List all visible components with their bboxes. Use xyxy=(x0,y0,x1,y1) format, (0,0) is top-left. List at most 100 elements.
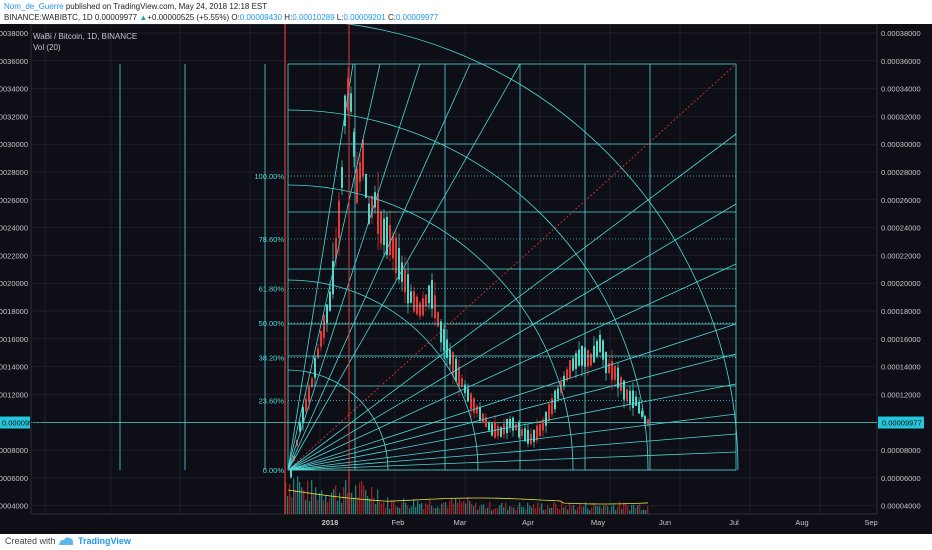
candle-body xyxy=(470,393,472,410)
volume-bar xyxy=(603,505,605,514)
volume-bar xyxy=(327,502,329,514)
volume-bar xyxy=(349,493,351,514)
volume-bar xyxy=(467,496,469,514)
volume-bar xyxy=(457,502,459,514)
volume-bar xyxy=(563,507,565,514)
current-price-label-left: 0.00009977 xyxy=(2,419,42,428)
volume-bar xyxy=(339,492,341,514)
gann-fan-line xyxy=(287,383,737,471)
volume-bar xyxy=(607,506,609,514)
candle-body xyxy=(416,296,418,315)
volume-bar xyxy=(351,492,353,514)
candle-body xyxy=(314,358,316,378)
author-link[interactable]: Nom_de_Guerre xyxy=(4,2,64,11)
current-price-tag-left xyxy=(0,416,30,429)
volume-bar xyxy=(423,508,425,514)
price-axes: 0.00038000 0.00038000 0.00036000 0.00036000… xyxy=(0,29,924,511)
volume-bar xyxy=(397,506,399,514)
candle-body xyxy=(359,162,361,182)
volume-bar xyxy=(503,507,505,514)
price-tick-right: 0.00018000 xyxy=(881,307,921,316)
high-value: 0.00010289 xyxy=(292,13,335,22)
candle-body xyxy=(623,380,625,400)
volume-bar xyxy=(541,503,543,514)
volume-bar xyxy=(615,509,617,514)
volume-bar xyxy=(287,495,289,514)
volume-bar xyxy=(561,501,563,514)
candle-body xyxy=(356,168,358,203)
volume-bar xyxy=(395,506,397,514)
volume-bar xyxy=(391,500,393,514)
candle-body xyxy=(479,407,481,421)
candle-body xyxy=(389,225,391,256)
volume-bar xyxy=(419,504,421,514)
candle-body xyxy=(452,352,454,376)
gann-fan-line xyxy=(287,133,737,471)
candle-body xyxy=(485,417,487,428)
volume-bar xyxy=(301,487,303,514)
volume-bar xyxy=(537,502,539,514)
volume-bar xyxy=(525,509,527,514)
volume-bar xyxy=(361,480,363,514)
candle-body xyxy=(335,238,337,259)
gann-arc xyxy=(287,184,574,471)
candle-body xyxy=(476,405,478,414)
volume-bar xyxy=(497,507,499,514)
footer: Created with TradingView xyxy=(0,534,932,550)
volume-bar xyxy=(309,501,311,514)
candle-body xyxy=(497,426,499,436)
volume-bar xyxy=(581,506,583,514)
volume-bar xyxy=(415,507,417,514)
candle-body xyxy=(542,419,544,431)
candle-body xyxy=(449,349,451,365)
volume-bar xyxy=(411,506,413,514)
candle-body xyxy=(446,339,448,358)
volume-bar xyxy=(441,503,443,514)
candle-body xyxy=(602,340,604,360)
volume-bar xyxy=(393,500,395,514)
candle-body xyxy=(503,423,505,435)
time-tick: Jun xyxy=(659,518,671,527)
chart-area[interactable]: 0.00038000 0.00038000 0.00036000 0.00036000… xyxy=(0,19,932,534)
candle-body xyxy=(608,363,610,374)
volume-bar xyxy=(501,503,503,514)
price-tick-left: 0.00032000 xyxy=(0,112,28,121)
price-tick-right: 0.00004000 xyxy=(881,502,921,511)
volume-bar xyxy=(605,505,607,514)
tradingview-brand[interactable]: TradingView xyxy=(78,536,131,546)
volume-bar xyxy=(601,508,603,514)
volume-pane xyxy=(285,476,649,514)
volume-bar xyxy=(413,499,415,514)
candle-body xyxy=(392,235,394,259)
gann-fan-line xyxy=(287,63,521,471)
gann-arc xyxy=(287,109,649,471)
candle-body xyxy=(590,353,592,366)
volume-bar xyxy=(611,506,613,514)
volume-bar xyxy=(463,501,465,514)
gann-fan-drawing[interactable] xyxy=(119,19,739,514)
volume-bar xyxy=(527,502,529,514)
volume-bar xyxy=(577,507,579,514)
volume-bar xyxy=(335,485,337,514)
price-tick-right: 0.00020000 xyxy=(881,279,921,288)
candle-body xyxy=(338,200,340,238)
time-tick: Jul xyxy=(729,518,739,527)
volume-bar xyxy=(521,506,523,514)
last-price: 0.00009977 xyxy=(94,13,138,22)
chart-canvas[interactable]: 0.00038000 0.00038000 0.00036000 0.00036000… xyxy=(0,19,932,534)
volume-bar xyxy=(377,489,379,514)
volume-bar xyxy=(619,501,621,514)
volume-bar xyxy=(329,498,331,514)
price-change: +0.00000525 (+5.55%) xyxy=(147,13,230,22)
volume-bar xyxy=(487,507,489,514)
symbol-label: BINANCE:WABIBTC, 1D xyxy=(4,13,93,22)
candle-body xyxy=(350,93,352,112)
tradingview-logo-icon[interactable] xyxy=(58,535,74,547)
fib-level-label: 61.80% xyxy=(259,284,285,293)
candle-body xyxy=(299,422,301,432)
candle-body xyxy=(401,262,403,282)
volume-bar xyxy=(443,502,445,514)
candle-body xyxy=(638,401,640,414)
candle-body xyxy=(371,196,373,218)
volume-bar xyxy=(499,505,501,514)
